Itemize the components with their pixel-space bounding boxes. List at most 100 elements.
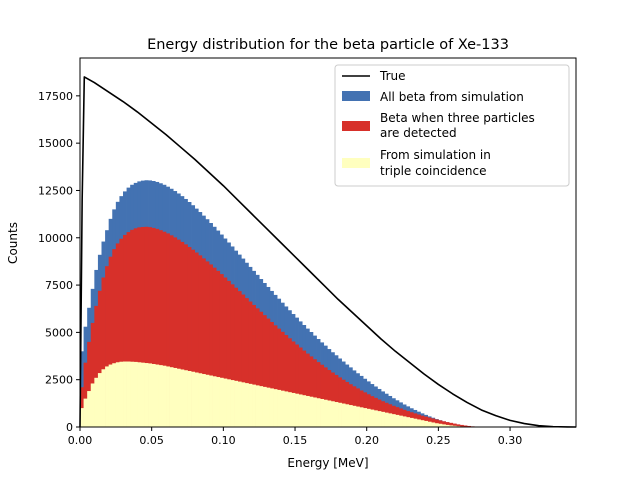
hist-bar-triple-coincidence <box>259 386 264 427</box>
hist-bar-three-particles <box>248 301 253 427</box>
hist-bar-three-particles <box>302 350 307 427</box>
hist-bar-three-particles <box>438 420 443 427</box>
hist-bar-triple-coincidence <box>298 394 303 427</box>
hist-bar-three-particles <box>262 315 267 427</box>
hist-bar-three-particles <box>133 228 138 427</box>
hist-bar-three-particles <box>259 311 264 427</box>
hist-bar-triple-coincidence <box>316 398 321 427</box>
hist-bar-three-particles <box>137 227 142 427</box>
hist-bar-three-particles <box>94 305 99 427</box>
hist-bar-triple-coincidence <box>352 405 357 427</box>
hist-bar-triple-coincidence <box>126 361 131 427</box>
hist-bar-three-particles <box>226 280 231 427</box>
hist-bar-triple-coincidence <box>140 362 145 427</box>
legend-label-three-particles-line1: Beta when three particles <box>380 111 535 125</box>
hist-bar-three-particles <box>176 239 181 427</box>
hist-bar-triple-coincidence <box>162 365 167 427</box>
hist-bar-triple-coincidence <box>445 424 450 427</box>
hist-bar-three-particles <box>291 341 296 427</box>
hist-bar-triple-coincidence <box>248 383 253 427</box>
hist-bar-triple-coincidence <box>334 402 339 427</box>
axes-frame <box>79 57 577 428</box>
x-axis: 0.00 0.05 0.10 0.15 0.20 0.25 0.30 <box>68 427 523 447</box>
x-tick-label: 0.30 <box>498 434 523 447</box>
true-curve-layer <box>79 76 577 428</box>
hist-bar-triple-coincidence <box>223 378 228 427</box>
hist-bar-triple-coincidence <box>370 409 375 427</box>
y-axis-label: Counts <box>6 222 20 264</box>
hist-bar-three-particles <box>305 353 310 427</box>
hist-bar-three-particles <box>155 228 160 427</box>
hist-bar-triple-coincidence <box>198 373 203 427</box>
hist-bar-three-particles <box>323 367 328 427</box>
hist-bar-three-particles <box>467 425 471 427</box>
hist-bar-three-particles <box>327 370 332 427</box>
hist-bar-triple-coincidence <box>366 408 371 427</box>
hist-bar-three-particles <box>434 419 439 427</box>
hist-bar-triple-coincidence <box>176 368 181 427</box>
hist-bar-triple-coincidence <box>226 379 231 427</box>
plot-area <box>79 57 577 428</box>
hist-bar-three-particles <box>298 347 303 427</box>
hist-bar-triple-coincidence <box>395 414 400 427</box>
hist-bar-triple-coincidence <box>409 417 414 427</box>
hist-bar-triple-coincidence <box>327 400 332 427</box>
hist-bar-triple-coincidence <box>291 392 296 427</box>
legend-label-all-beta: All beta from simulation <box>380 90 524 104</box>
legend-label-true: True <box>379 69 406 83</box>
hist-bar-triple-coincidence <box>341 403 346 427</box>
hist-bar-triple-coincidence <box>87 391 92 427</box>
hist-bar-triple-coincidence <box>209 375 213 427</box>
hist-bar-triple-coincidence <box>363 408 368 427</box>
hist-bar-triple-coincidence <box>133 361 138 427</box>
hist-bar-triple-coincidence <box>277 389 282 427</box>
hist-bar-triple-coincidence <box>373 410 378 427</box>
hist-bar-triple-coincidence <box>191 371 196 427</box>
hist-bar-three-particles <box>169 235 174 427</box>
hist-bar-three-particles <box>219 274 224 427</box>
hist-bar-three-particles <box>144 226 149 427</box>
hist-bar-three-particles <box>105 266 110 427</box>
hist-bar-three-particles <box>112 249 117 427</box>
hist-bar-triple-coincidence <box>438 423 443 427</box>
hist-bar-triple-coincidence <box>345 404 350 427</box>
hist-bar-triple-coincidence <box>151 363 156 427</box>
hist-bar-triple-coincidence <box>269 388 274 427</box>
x-tick-label: 0.10 <box>211 434 236 447</box>
hist-bar-triple-coincidence <box>130 361 135 427</box>
hist-bar-three-particles <box>201 258 206 427</box>
hist-bar-triple-coincidence <box>90 383 95 427</box>
hist-bar-triple-coincidence <box>108 364 113 427</box>
hist-bar-triple-coincidence <box>252 384 256 427</box>
hist-bar-triple-coincidence <box>169 367 174 427</box>
hist-bar-three-particles <box>119 238 124 427</box>
y-tick-label: 15000 <box>38 137 73 150</box>
hist-bar-three-particles <box>255 308 260 427</box>
hist-bar-triple-coincidence <box>97 373 102 427</box>
hist-bar-triple-coincidence <box>158 365 163 427</box>
hist-bar-triple-coincidence <box>424 420 428 427</box>
hist-bar-triple-coincidence <box>183 370 188 427</box>
hist-bar-triple-coincidence <box>205 374 210 427</box>
hist-bar-three-particles <box>316 362 321 427</box>
hist-bar-triple-coincidence <box>273 389 278 427</box>
legend-label-triple-coincidence: From simulation in triple coincidence <box>380 148 495 178</box>
hist-bar-three-particles <box>90 322 95 427</box>
hist-bar-triple-coincidence <box>309 396 314 427</box>
legend-label-three-particles: Beta when three particles are detected <box>380 111 539 140</box>
hist-bar-three-particles <box>445 422 450 427</box>
hist-bar-three-particles <box>126 232 131 427</box>
hist-bar-triple-coincidence <box>144 363 149 427</box>
hist-bar-triple-coincidence <box>230 380 235 427</box>
hist-bar-three-particles <box>252 304 256 427</box>
hist-bar-triple-coincidence <box>101 369 106 427</box>
hist-bar-three-particles <box>148 227 153 427</box>
hist-bar-triple-coincidence <box>302 395 307 427</box>
hist-bar-triple-coincidence <box>105 366 110 427</box>
hist-bar-three-particles <box>269 321 274 427</box>
hist-bar-triple-coincidence <box>413 418 418 427</box>
hist-bar-three-particles <box>334 374 339 427</box>
hist-bar-triple-coincidence <box>384 412 389 427</box>
hist-bar-three-particles <box>209 264 213 427</box>
x-tick-label: 0.15 <box>283 434 308 447</box>
